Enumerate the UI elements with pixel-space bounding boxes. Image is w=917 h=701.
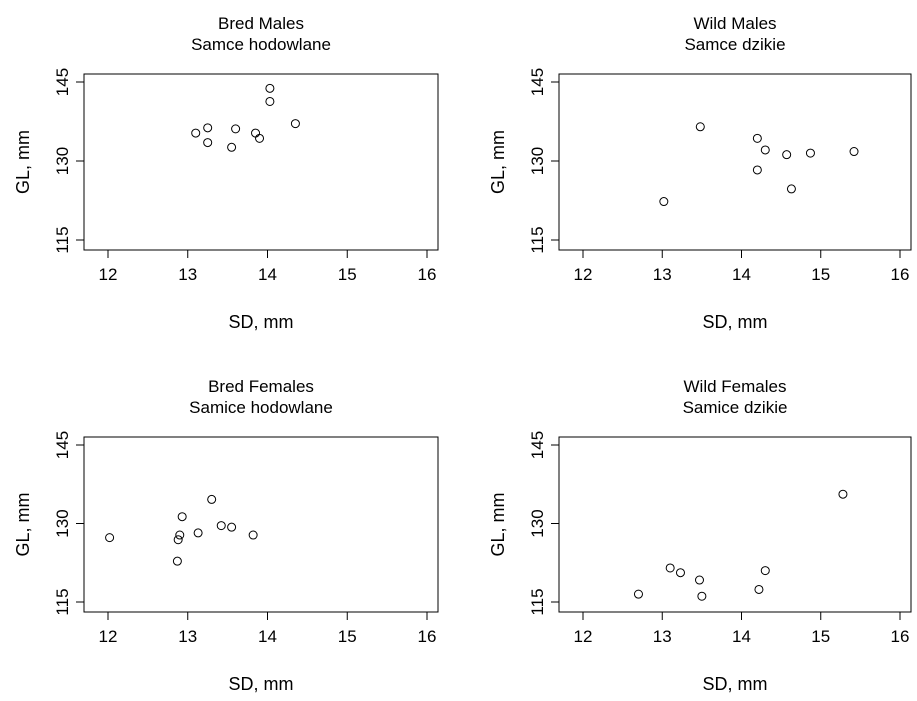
panel-subtitle: Samce dzikie (684, 35, 785, 54)
data-point (760, 566, 770, 576)
data-point (231, 124, 241, 134)
data-point (752, 133, 762, 143)
y-tick-label: 130 (53, 147, 72, 175)
panel-title: Bred Females (208, 377, 314, 396)
data-point (633, 589, 643, 599)
x-tick-label: 12 (574, 627, 593, 646)
y-tick-label: 130 (53, 509, 72, 537)
x-tick-label: 15 (811, 265, 830, 284)
chart-panel-2: Wild Males Samce dzikie 12 13 14 15 16 115 130 14… (488, 14, 912, 332)
data-point (265, 96, 275, 106)
plot-frame (558, 73, 912, 251)
data-point (251, 128, 261, 138)
y-axis-label: GL, mm (13, 130, 33, 194)
data-point (105, 533, 115, 543)
y-tick-label: 130 (528, 509, 547, 537)
data-point (255, 133, 265, 143)
x-axis-label: SD, mm (703, 674, 768, 694)
chart-panel-1: Bred Males Samce hodowlane 12 13 14 15 16 115 13… (13, 14, 439, 332)
data-point (675, 568, 685, 578)
y-tick-label: 115 (528, 588, 547, 615)
chart-panel-3: Bred Females Samice hodowlane 12 13 14 15 16 11… (13, 377, 439, 694)
x-tick-label: 12 (99, 265, 118, 284)
data-point (227, 522, 237, 532)
panel-subtitle: Samice dzikie (683, 398, 788, 417)
y-axis-label: GL, mm (488, 130, 508, 194)
data-point (754, 584, 764, 594)
y-tick-label: 115 (528, 226, 547, 253)
y-tick-label: 130 (528, 147, 547, 175)
chart-panel-4: Wild Females Samice dzikie 12 13 14 15 16 115 13… (488, 377, 912, 694)
data-point (177, 512, 187, 522)
y-axis-label: GL, mm (13, 492, 33, 556)
y-axis-label: GL, mm (488, 492, 508, 556)
y-tick-label: 145 (528, 431, 547, 459)
y-tick-label: 115 (53, 226, 72, 253)
y-tick-label: 115 (53, 588, 72, 615)
x-tick-label: 13 (178, 265, 197, 284)
data-point (760, 145, 770, 155)
data-point (786, 184, 796, 194)
x-tick-label: 14 (732, 627, 751, 646)
data-point (838, 489, 848, 499)
data-point (752, 165, 762, 175)
data-point (659, 197, 669, 207)
data-point (290, 119, 300, 129)
x-tick-label: 14 (732, 265, 751, 284)
x-tick-label: 13 (653, 265, 672, 284)
x-tick-label: 12 (99, 627, 118, 646)
data-point (193, 528, 203, 538)
x-tick-label: 16 (418, 627, 437, 646)
y-tick-label: 145 (528, 68, 547, 96)
x-axis-label: SD, mm (703, 312, 768, 332)
data-point (265, 83, 275, 93)
data-point (782, 150, 792, 160)
data-point (665, 563, 675, 573)
panel-title: Wild Females (684, 377, 787, 396)
data-point (172, 556, 182, 566)
x-tick-label: 13 (653, 627, 672, 646)
data-point (695, 122, 705, 132)
x-tick-label: 15 (811, 627, 830, 646)
y-tick-label: 145 (53, 431, 72, 459)
x-axis-label: SD, mm (229, 312, 294, 332)
data-point (207, 494, 217, 504)
data-point (697, 591, 707, 601)
x-tick-label: 15 (338, 265, 357, 284)
data-point (805, 148, 815, 158)
data-point (248, 530, 258, 540)
x-tick-label: 12 (574, 265, 593, 284)
panel-title: Bred Males (218, 14, 304, 33)
data-point (216, 521, 226, 531)
data-point (191, 128, 201, 138)
x-tick-label: 16 (891, 265, 910, 284)
data-point (175, 530, 185, 540)
x-tick-label: 16 (891, 627, 910, 646)
x-tick-label: 14 (258, 627, 277, 646)
x-tick-label: 14 (258, 265, 277, 284)
panel-subtitle: Samice hodowlane (189, 398, 333, 417)
data-point (849, 147, 859, 157)
x-axis-label: SD, mm (229, 674, 294, 694)
data-point (694, 575, 704, 585)
data-point (203, 138, 213, 148)
x-tick-label: 13 (178, 627, 197, 646)
x-tick-label: 16 (418, 265, 437, 284)
panel-title: Wild Males (693, 14, 776, 33)
data-point (203, 123, 213, 133)
plot-frame (83, 436, 439, 613)
y-tick-label: 145 (53, 68, 72, 96)
x-tick-label: 15 (338, 627, 357, 646)
plot-frame (83, 73, 439, 251)
data-point (227, 142, 237, 152)
data-point (173, 535, 183, 545)
plot-frame (558, 436, 912, 613)
panel-subtitle: Samce hodowlane (191, 35, 331, 54)
